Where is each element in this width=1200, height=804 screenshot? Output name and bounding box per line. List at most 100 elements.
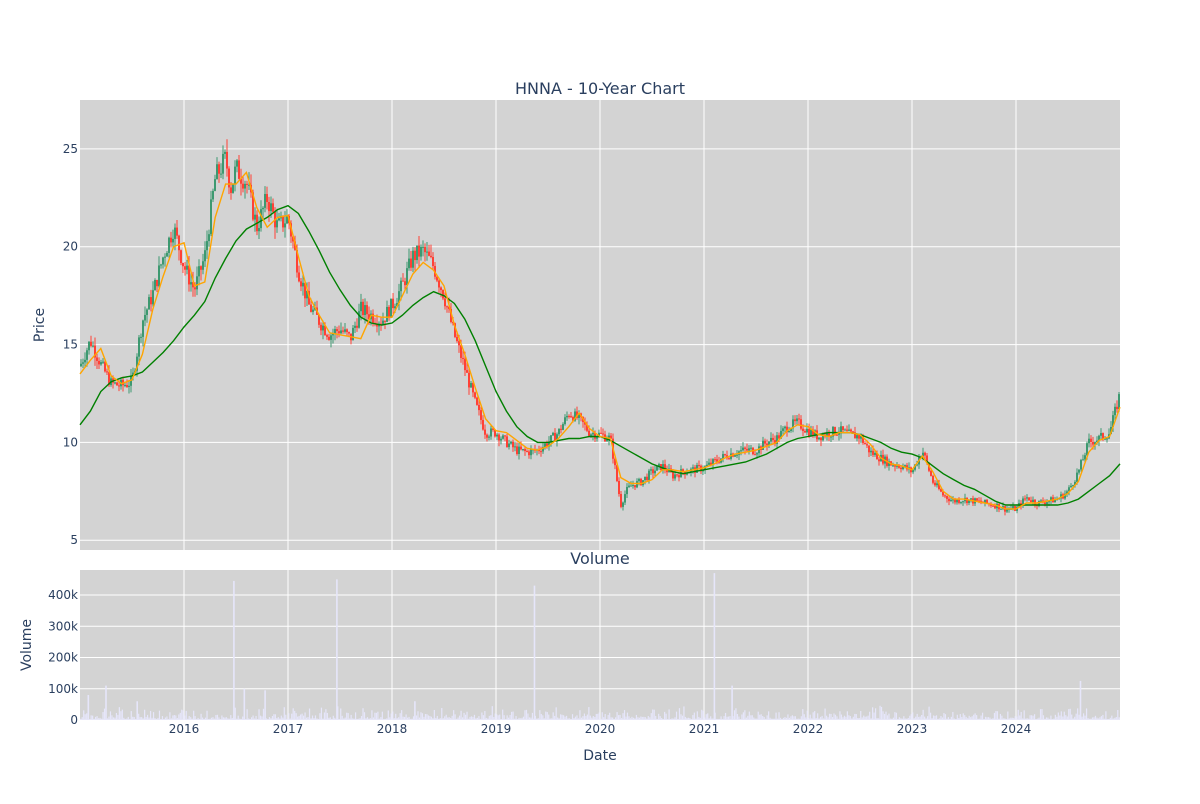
candle-body: [158, 265, 160, 287]
candle-body: [1114, 406, 1116, 416]
candle-body: [444, 298, 446, 307]
candle-body: [1064, 493, 1066, 499]
candle-body: [308, 290, 310, 305]
volume-bar: [242, 716, 244, 720]
candle-body: [452, 321, 454, 324]
volume-bar: [1059, 715, 1061, 720]
candle-body: [944, 495, 946, 497]
volume-bar: [977, 718, 979, 720]
volume-bar: [277, 717, 279, 720]
candle-body: [1106, 438, 1108, 440]
volume-bar: [983, 718, 985, 720]
volume-bar: [1054, 714, 1056, 720]
candle-body: [1054, 499, 1056, 503]
volume-bar: [644, 717, 646, 720]
volume-bar: [415, 715, 418, 720]
volume-bar: [409, 718, 412, 720]
volume-bar: [947, 717, 949, 720]
volume-bar: [124, 718, 126, 720]
candle-body: [190, 282, 192, 285]
volume-bar: [160, 718, 162, 720]
candle-body: [876, 452, 878, 460]
candle-body: [460, 345, 462, 358]
candle-body: [118, 385, 120, 387]
x-tick-label: 2024: [1001, 722, 1032, 736]
candle-body: [1080, 460, 1082, 470]
candle-body: [1100, 433, 1102, 436]
volume-bar: [534, 715, 536, 720]
candle-body: [330, 335, 332, 340]
volume-bar: [622, 713, 624, 720]
candle-body: [572, 417, 574, 421]
volume-bar: [1020, 711, 1022, 720]
volume-bar: [762, 715, 764, 720]
volume-bar: [1033, 714, 1036, 720]
candle-body: [934, 482, 936, 486]
candle-body: [948, 498, 950, 502]
volume-bar: [772, 718, 774, 720]
x-tick-label: 2020: [585, 722, 616, 736]
volume-bar: [1013, 718, 1015, 720]
volume-bar: [934, 715, 936, 720]
volume-bar: [650, 713, 652, 720]
candle-body: [396, 302, 398, 307]
volume-bar: [1057, 712, 1059, 720]
volume-bar: [429, 715, 431, 720]
volume-bar: [1115, 716, 1117, 720]
candle-body: [766, 443, 768, 446]
volume-bar: [570, 719, 572, 720]
volume-bar: [163, 719, 165, 720]
candle-body: [412, 250, 414, 268]
volume-bar: [638, 717, 640, 720]
volume-bar: [833, 713, 835, 720]
candle-body: [332, 333, 334, 336]
price-y-axis-label: Price: [32, 308, 48, 342]
candle-body: [740, 450, 742, 452]
candle-body: [466, 370, 468, 373]
volume-bar: [451, 715, 453, 720]
candle-body: [584, 422, 586, 425]
candle-body: [1076, 472, 1078, 482]
volume-bar: [519, 718, 522, 720]
volume-bar: [251, 717, 253, 720]
volume-bar: [145, 716, 147, 720]
candle-body: [390, 298, 392, 318]
volume-bar: [855, 714, 857, 720]
volume-bar: [889, 718, 892, 720]
volume-bar: [456, 718, 458, 720]
candle-body: [784, 426, 786, 429]
volume-bar: [442, 718, 444, 720]
volume-bar: [571, 714, 574, 720]
volume-title: Volume: [570, 549, 630, 568]
candle-body: [456, 336, 458, 342]
candle-body: [474, 392, 476, 398]
volume-bar: [895, 712, 897, 720]
volume-bar: [467, 718, 470, 720]
volume-bar: [371, 710, 373, 720]
volume-bar: [1085, 708, 1088, 720]
candle-body: [550, 435, 552, 442]
volume-bar: [625, 716, 627, 720]
candle-body: [644, 476, 646, 481]
volume-bar: [677, 718, 679, 720]
candle-body: [844, 429, 846, 431]
volume-bar: [380, 717, 382, 720]
volume-bar: [481, 712, 483, 720]
candle-body: [568, 415, 570, 417]
candle-body: [260, 209, 262, 229]
candle-body: [898, 465, 900, 468]
price-y-tick-label: 25: [63, 142, 78, 156]
candle-body: [592, 433, 594, 435]
volume-bar: [1117, 709, 1119, 720]
candle-body: [1038, 500, 1040, 507]
candle-body: [324, 325, 326, 336]
volume-bar: [769, 717, 771, 720]
volume-bar: [1111, 715, 1113, 720]
candle-body: [980, 500, 982, 503]
volume-bar: [377, 711, 379, 720]
volume-bar: [357, 718, 360, 720]
candle-body: [646, 476, 648, 481]
volume-bar: [817, 713, 819, 720]
candle-body: [634, 485, 636, 488]
candle-body: [360, 301, 362, 312]
